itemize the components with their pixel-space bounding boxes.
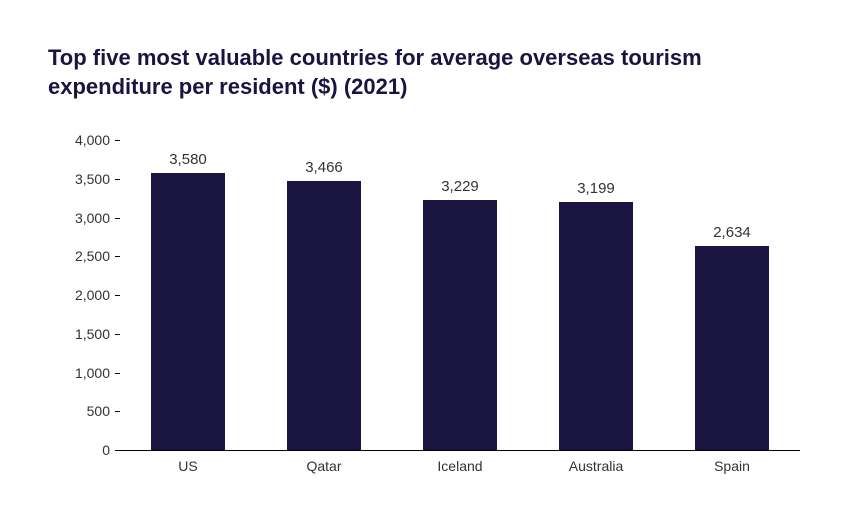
y-tick-label: 2,000 <box>60 287 110 303</box>
y-tick-mark <box>115 256 120 257</box>
x-category-label: US <box>128 458 248 474</box>
y-tick-mark <box>115 450 120 451</box>
chart-area: 05001,0001,5002,0002,5003,0003,5004,0003… <box>60 140 800 480</box>
chart-container: Top five most valuable countries for ave… <box>0 0 849 527</box>
bar <box>151 173 226 450</box>
y-tick-mark <box>115 334 120 335</box>
y-tick-mark <box>115 179 120 180</box>
y-tick-label: 500 <box>60 403 110 419</box>
chart-title: Top five most valuable countries for ave… <box>48 44 788 101</box>
bar-value-label: 3,229 <box>400 178 520 195</box>
y-tick-label: 0 <box>60 442 110 458</box>
y-tick-mark <box>115 411 120 412</box>
bar <box>695 246 770 450</box>
x-category-label: Qatar <box>264 458 384 474</box>
bar <box>423 200 498 450</box>
y-tick-mark <box>115 218 120 219</box>
x-category-label: Iceland <box>400 458 520 474</box>
bar <box>287 181 362 450</box>
y-tick-mark <box>115 140 120 141</box>
bar-value-label: 3,580 <box>128 151 248 168</box>
bar <box>559 202 634 450</box>
y-tick-label: 3,500 <box>60 171 110 187</box>
x-category-label: Australia <box>536 458 656 474</box>
x-category-label: Spain <box>672 458 792 474</box>
y-tick-mark <box>115 373 120 374</box>
x-axis-line <box>120 450 800 451</box>
y-tick-label: 4,000 <box>60 132 110 148</box>
bar-value-label: 3,199 <box>536 180 656 197</box>
bar-value-label: 2,634 <box>672 224 792 241</box>
y-tick-label: 1,000 <box>60 365 110 381</box>
bar-value-label: 3,466 <box>264 159 384 176</box>
y-tick-label: 2,500 <box>60 248 110 264</box>
y-tick-mark <box>115 295 120 296</box>
y-tick-label: 1,500 <box>60 326 110 342</box>
y-tick-label: 3,000 <box>60 210 110 226</box>
